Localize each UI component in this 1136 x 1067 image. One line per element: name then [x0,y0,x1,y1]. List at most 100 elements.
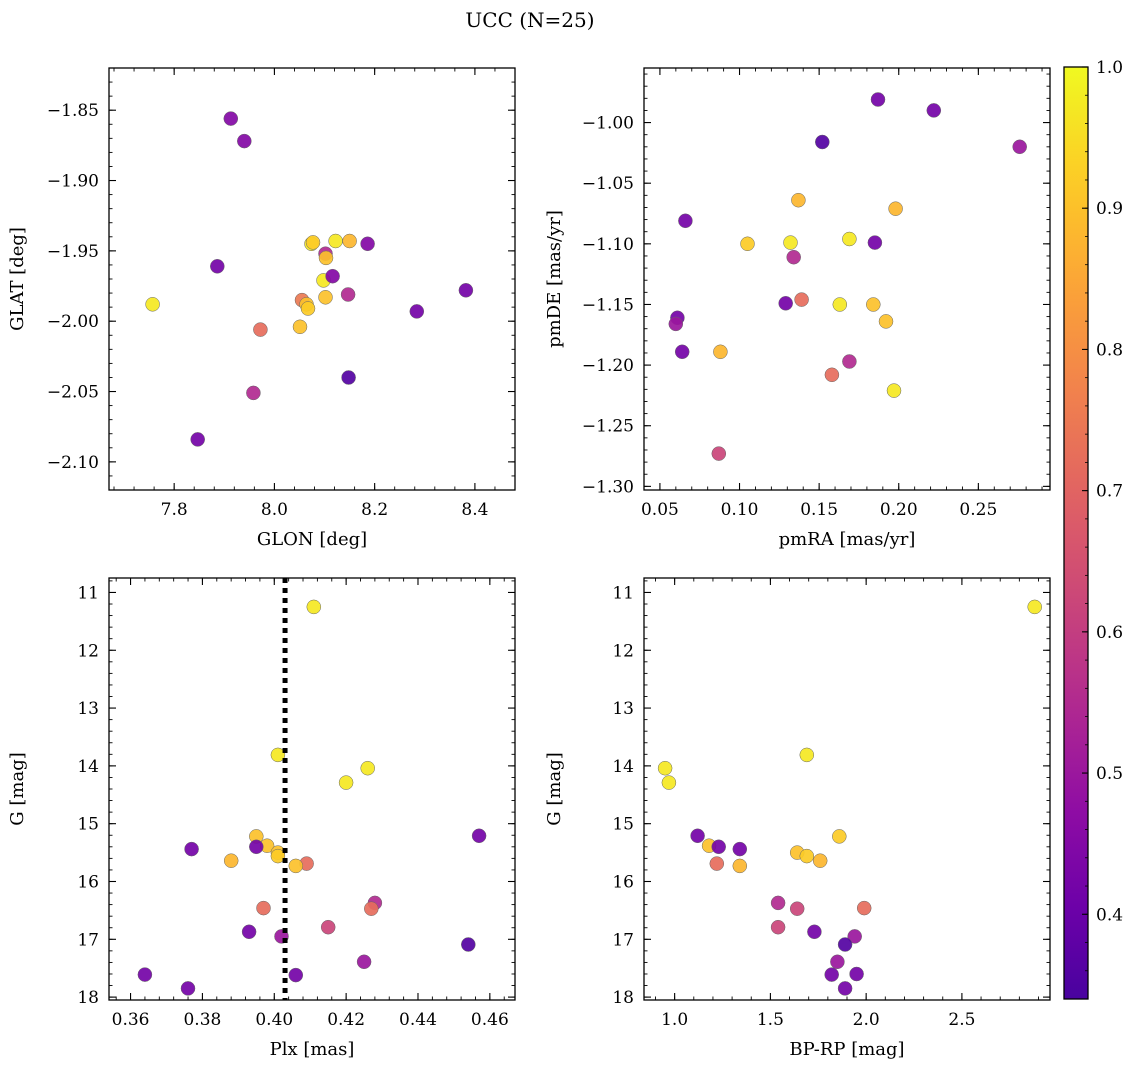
data-point [210,259,225,274]
x-tick-label: 8.4 [461,500,488,520]
panel-1: 7.8 8.0 8.2 8.4 −1.85 −1.90 −1.95 −2.00 −2.05 −2.… [7,67,516,550]
axes-frame [643,577,1051,1001]
x-tick-label: 0.38 [183,1010,221,1030]
y-tick-label: 14 [612,757,634,777]
x-tick-label: 0.10 [721,500,759,520]
data-point [288,967,304,983]
y-tick-label: −1.05 [582,174,634,194]
x-tick-label: 7.8 [161,500,188,520]
y-tick-label: 12 [77,641,99,661]
data-point [318,250,334,266]
x-tick-label: 0.15 [800,500,838,520]
data-point [926,103,942,118]
data-point [837,981,853,996]
data-point [770,895,786,911]
data-point [674,344,690,360]
x-tick-label: 2.0 [853,1010,880,1030]
x-tick-label: 0.42 [327,1010,365,1030]
data-point [1027,599,1042,615]
data-point [306,599,322,615]
data-point [256,900,271,916]
data-point [360,760,375,776]
data-point [668,316,684,332]
panels: 7.8 8.0 8.2 8.4 −1.85 −1.90 −1.95 −2.00 −2.05 −2.… [7,67,1051,1060]
y-tick-label: −1.25 [582,417,634,437]
x-tick-label: 2.5 [948,1010,975,1030]
data-point [237,133,252,149]
x-tick-label: 1.0 [661,1010,688,1030]
scatter-points [657,599,1042,996]
data-point [180,981,196,996]
data-point [300,301,316,316]
y-tick-label: 18 [612,988,634,1008]
data-point [305,235,321,250]
x-axis-label: pmRA [mas/yr] [779,529,916,550]
data-point [824,367,840,383]
y-tick-label: −1.10 [582,235,634,255]
data-point [740,236,755,252]
data-point [789,901,805,916]
data-point [847,929,862,944]
data-point [799,848,815,864]
x-tick-label: 0.36 [112,1010,150,1030]
y-tick-label: 18 [77,988,99,1008]
y-tick-label: −2.10 [47,453,99,473]
y-tick-label: 12 [612,641,634,661]
data-point [824,967,839,982]
colorbar-tick-label: 0.5 [1096,764,1123,784]
y-tick-label: −2.05 [47,383,99,403]
data-point [867,235,883,250]
data-point [409,304,425,319]
data-point [807,924,822,940]
data-point [878,314,894,329]
data-point [711,446,727,461]
data-point [364,901,379,916]
data-point [340,287,356,302]
data-point [870,92,886,107]
data-point [832,829,847,844]
y-tick-label: −2.00 [47,312,99,332]
y-tick-label: 13 [612,699,634,719]
data-point [770,919,786,935]
data-point [137,967,153,982]
data-point [849,966,864,982]
x-tick-label: 0.44 [399,1010,437,1030]
data-point [783,235,798,250]
x-tick-label: 8.0 [261,500,288,520]
panel-3: 0.36 0.38 0.40 0.42 0.44 0.46 11 12 13 14 15 16 17 18… [7,577,516,1060]
y-tick-label: 14 [77,757,99,777]
colorbar: 0.4 0.5 0.6 0.7 0.8 0.9 1.0 [1063,58,1123,1000]
y-axis-label: G [mag] [7,752,28,825]
data-point [328,233,343,249]
data-point [249,839,264,855]
data-point [145,297,160,312]
data-point [794,292,809,307]
y-tick-label: −1.00 [582,114,634,134]
data-point [270,747,286,763]
data-point [356,954,372,970]
data-point [711,839,726,855]
y-tick-label: 17 [77,930,99,950]
x-tick-label: 0.46 [471,1010,509,1030]
y-axis-label: G [mag] [544,752,565,825]
axes-frame [108,67,516,491]
data-point [246,385,261,401]
x-axis-label: GLON [deg] [257,529,367,550]
data-point [678,213,693,229]
data-point [223,111,239,126]
colorbar-gradient [1063,66,1089,1000]
y-tick-label: −1.90 [47,172,99,192]
data-point [320,919,336,935]
data-point [1012,139,1027,155]
x-tick-label: 0.20 [880,500,918,520]
data-point [360,236,375,252]
data-point [815,134,830,150]
data-point [341,370,356,385]
colorbar-tick-label: 0.8 [1096,340,1123,360]
scatter-points [668,92,1027,461]
colorbar-tick-label: 0.9 [1096,199,1123,219]
scatter-points [145,111,474,447]
data-point [241,924,257,940]
y-tick-label: −1.30 [582,477,634,497]
